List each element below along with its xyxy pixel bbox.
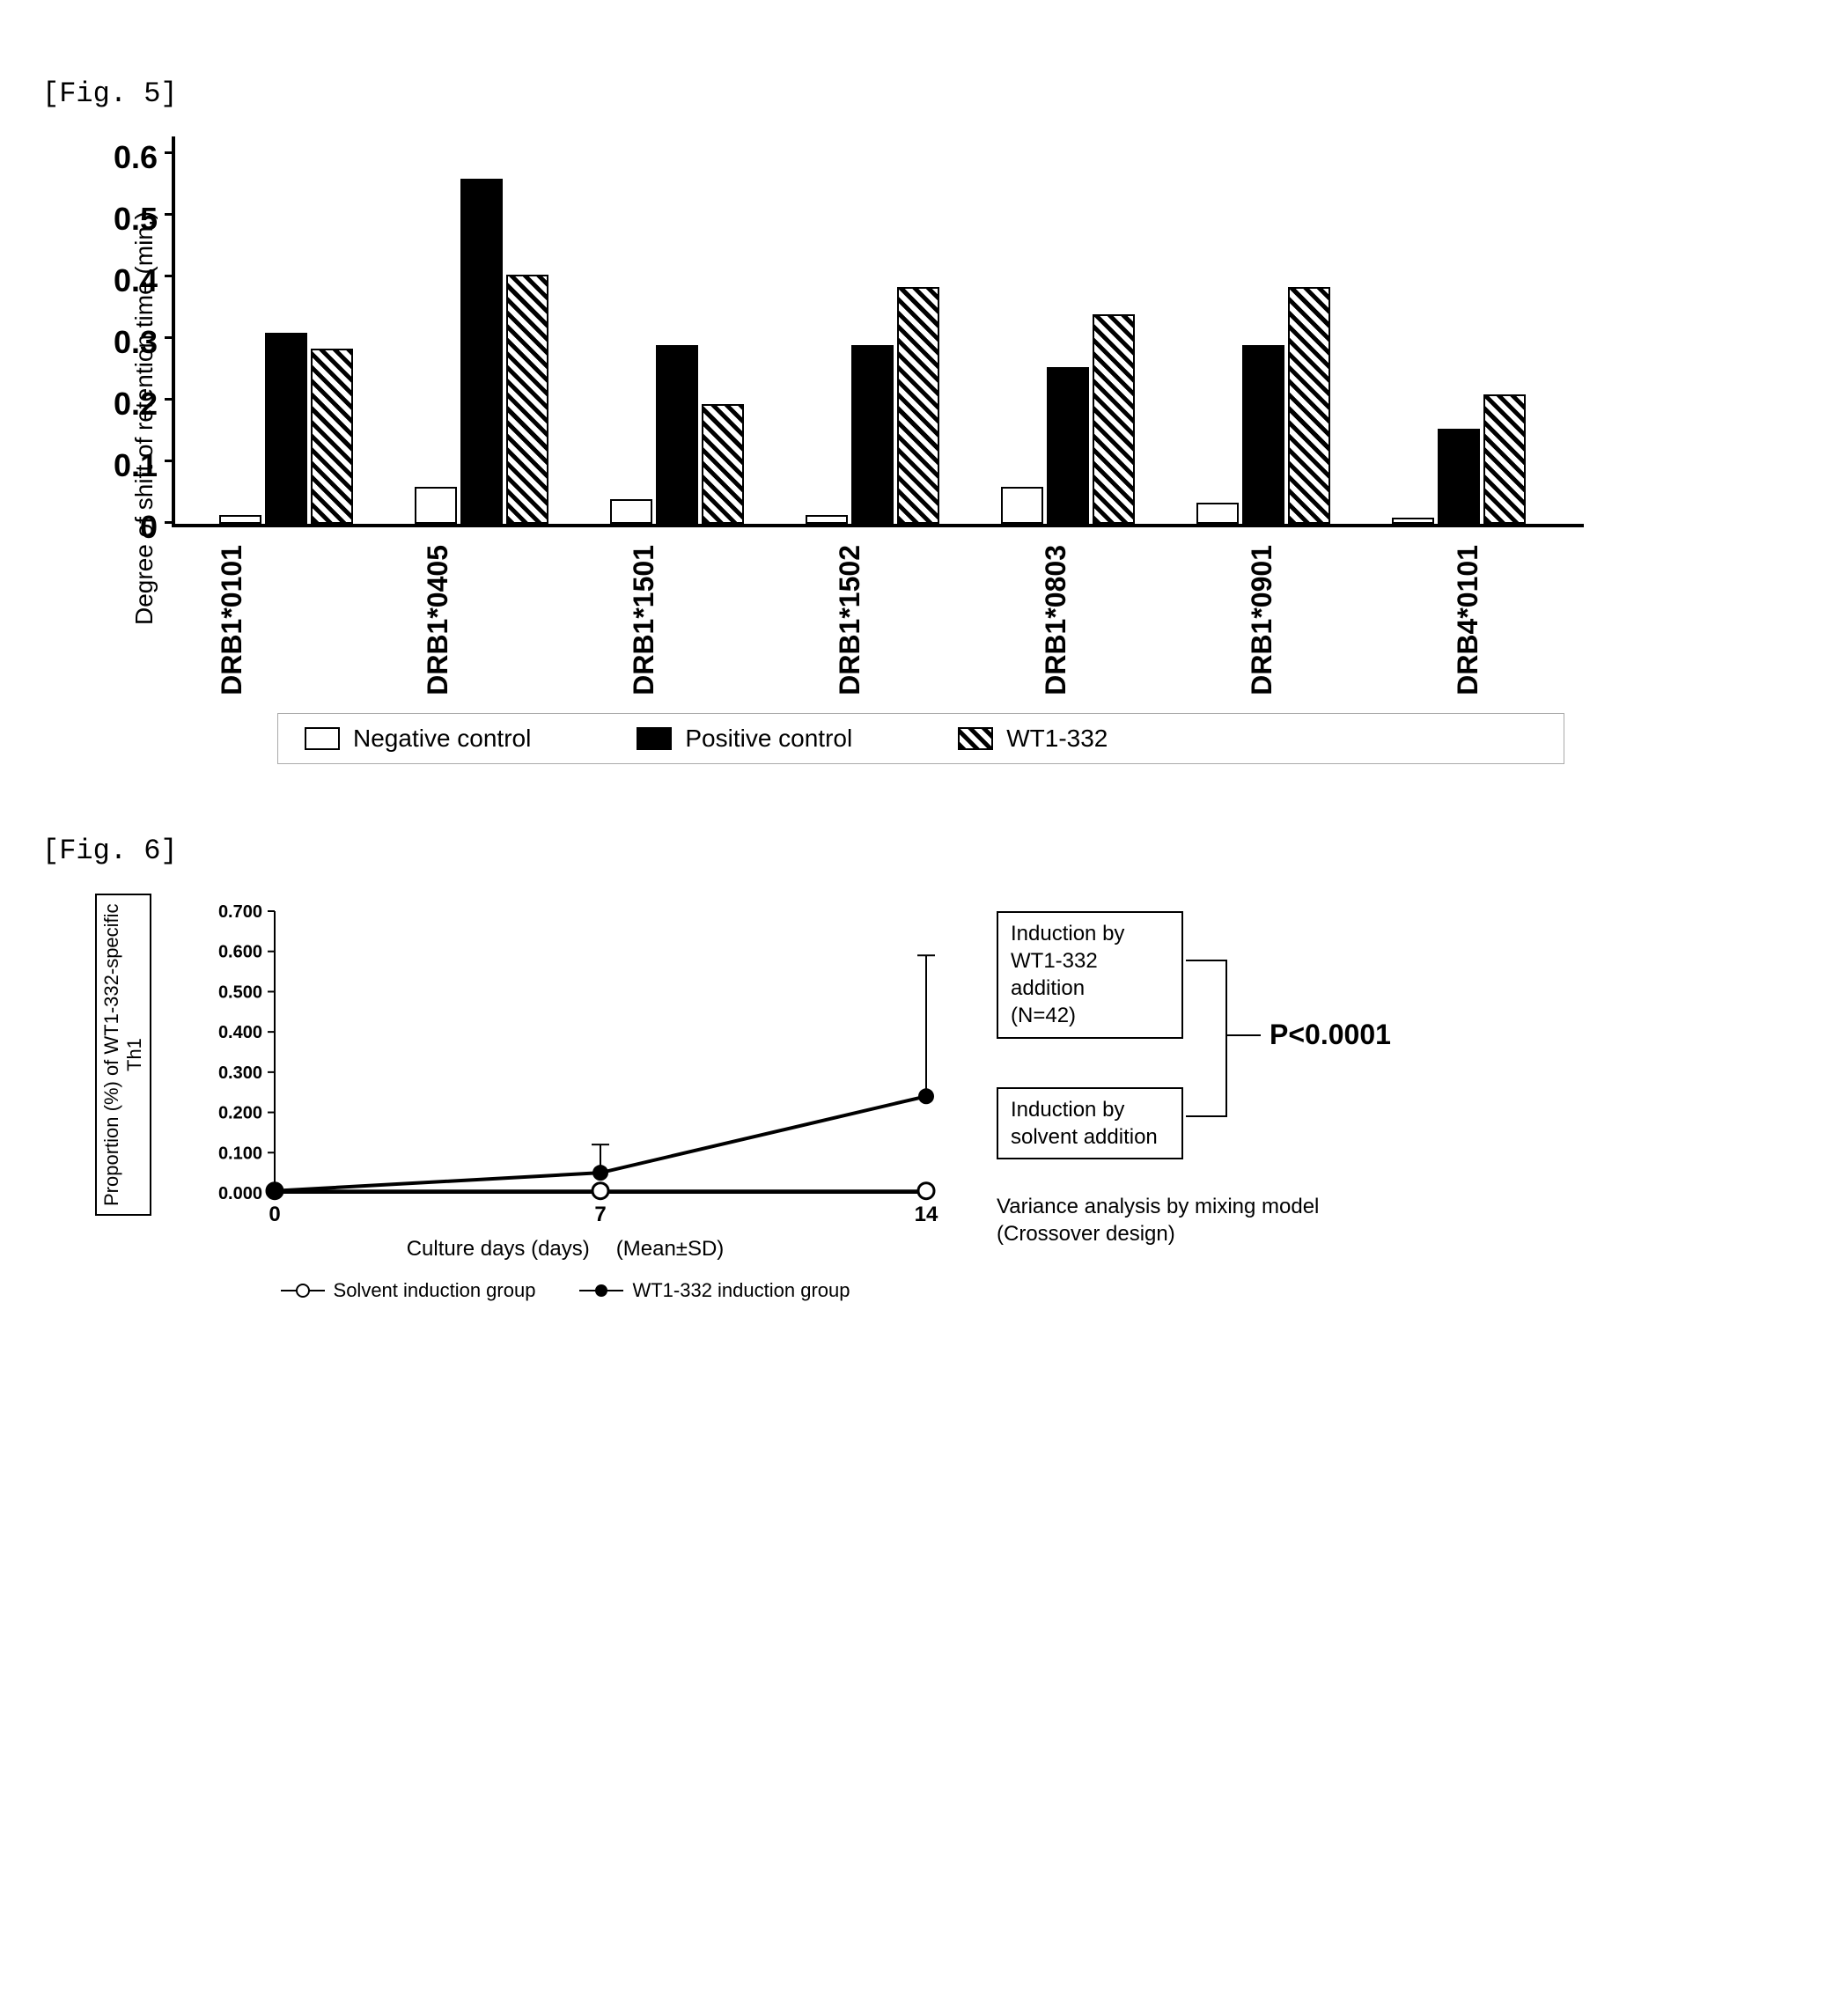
legend-swatch-wt1 [958,727,993,750]
fig5-bar-pos [1047,367,1089,525]
legend-label-neg: Negative control [353,725,531,753]
legend-label-pos: Positive control [685,725,852,753]
fig5-bar-group [415,179,548,524]
svg-text:7: 7 [594,1203,606,1226]
fig5-bar-neg [806,515,848,525]
fig6-label: [Fig. 6] [42,835,1812,867]
fig5-bar-neg [1392,518,1434,524]
fig6-pvalue: P<0.0001 [1270,1019,1391,1051]
fig5-bar-neg [610,499,652,524]
fig5-bar-wt1 [897,287,939,525]
fig5-bar-neg [1001,487,1043,524]
fig5-xlabel: DRB1*0101 [216,545,360,695]
fig5-legend: Negative control Positive control WT1-33… [277,713,1564,764]
fig5-bar-pos [851,345,894,524]
fig6-legend: Solvent induction group WT1-332 inductio… [169,1279,961,1302]
fig5-bar-neg [415,487,457,524]
fig5-ytick: 0.5 [70,201,158,238]
fig5-label: [Fig. 5] [42,77,1812,110]
fig5-xlabel: DRB1*0405 [422,545,566,695]
legend-label-solvent: Solvent induction group [334,1279,536,1302]
legend-label-wt1: WT1-332 [1006,725,1108,753]
svg-text:0.500: 0.500 [218,982,262,1002]
fig5-bar-group [610,345,744,524]
fig5-bar-group [1196,287,1330,525]
fig5-ytick: 0.4 [70,262,158,299]
fig6-right-panel: Induction byWT1-332addition(N=42) Induct… [997,911,1613,1281]
fig5-legend-neg: Negative control [305,725,531,753]
fig5-bar-wt1 [1288,287,1330,525]
fig6-xsub: (Mean±SD) [616,1237,725,1262]
legend-label-wt1332: WT1-332 induction group [632,1279,850,1302]
svg-text:0: 0 [269,1203,280,1226]
fig6-y-axis-label: Proportion (%) of WT1-332-specific Th1 [95,894,151,1216]
legend-marker-filled [579,1282,623,1299]
fig5-bar-neg [219,515,261,525]
legend-swatch-pos [637,727,672,750]
fig5-bar-pos [656,345,698,524]
fig5-xlabel: DRB4*0101 [1452,545,1596,695]
svg-text:0.400: 0.400 [218,1023,262,1042]
fig6-plot-svg: 0.000 0.100 0.200 0.300 0.400 0.500 0.600 0.700… [169,894,961,1228]
fig5-bar-pos [1242,345,1284,524]
fig6-box-wt1: Induction byWT1-332addition(N=42) [997,911,1183,1039]
fig5-bar-wt1 [702,404,744,525]
fig5-x-labels: DRB1*0101 DRB1*0405 DRB1*1501 DRB1*1502 DRB1… [172,545,1614,695]
fig5-bar-pos [265,333,307,524]
legend-swatch-neg [305,727,340,750]
fig5-bar-wt1 [506,275,548,525]
legend-marker-open [281,1282,325,1299]
fig5-xlabel: DRB1*0803 [1040,545,1184,695]
fig5-ytick: 0.6 [70,139,158,176]
svg-text:0.100: 0.100 [218,1144,262,1163]
fig5-ytick: 0.3 [70,324,158,361]
fig6-caption: Variance analysis by mixing model(Crosso… [997,1193,1319,1247]
fig5-plot-area: 00.10.20.30.40.50.6 [172,136,1584,527]
svg-text:0.300: 0.300 [218,1063,262,1083]
fig6-bracket-arm [1225,1034,1261,1036]
fig6-container: Proportion (%) of WT1-332-specific Th1 0… [95,894,1812,1302]
fig6-xlabel: Culture days (days) [407,1237,590,1262]
fig5-bar-wt1 [1093,314,1135,524]
fig5-container: Degree of shift of retention time (min.)… [130,136,1812,764]
fig6-left-panel: Proportion (%) of WT1-332-specific Th1 0… [95,894,961,1302]
fig5-bar-wt1 [311,349,353,525]
fig6-legend-solvent: Solvent induction group [281,1279,536,1302]
fig5-bar-group [1001,314,1135,524]
fig5-legend-pos: Positive control [637,725,852,753]
fig5-chart: 00.10.20.30.40.50.6 DRB1*0101DRB1*0405DR… [172,136,1614,764]
fig5-y-ticks: 00.10.20.30.40.50.6 [78,136,166,524]
fig5-bar-pos [460,179,503,524]
fig5-bar-pos [1438,429,1480,525]
fig5-ytick: 0.2 [70,386,158,423]
fig5-xlabel: DRB1*1502 [834,545,978,695]
fig5-ytick: 0 [70,509,158,546]
svg-text:14: 14 [915,1203,938,1226]
fig5-ytick: 0.1 [70,447,158,484]
svg-text:0.200: 0.200 [218,1103,262,1122]
svg-text:0.700: 0.700 [218,902,262,922]
fig5-bar-wt1 [1483,394,1526,524]
fig6-bracket [1186,960,1227,1117]
fig6-legend-wt1332: WT1-332 induction group [579,1279,850,1302]
fig5-bar-group [1392,394,1526,524]
svg-text:0.600: 0.600 [218,942,262,961]
fig5-legend-wt1: WT1-332 [958,725,1108,753]
fig6-x-label-row: Culture days (days) (Mean±SD) [169,1237,961,1262]
fig5-bar-group [219,333,353,524]
fig5-xlabel: DRB1*1501 [628,545,772,695]
fig6-chart: 0.000 0.100 0.200 0.300 0.400 0.500 0.600 0.700… [169,894,961,1302]
fig5-bar-neg [1196,503,1239,525]
fig6-box-solvent: Induction bysolvent addition [997,1087,1183,1159]
fig5-xlabel: DRB1*0901 [1246,545,1390,695]
fig5-bar-group [806,287,939,525]
svg-text:0.000: 0.000 [218,1184,262,1203]
